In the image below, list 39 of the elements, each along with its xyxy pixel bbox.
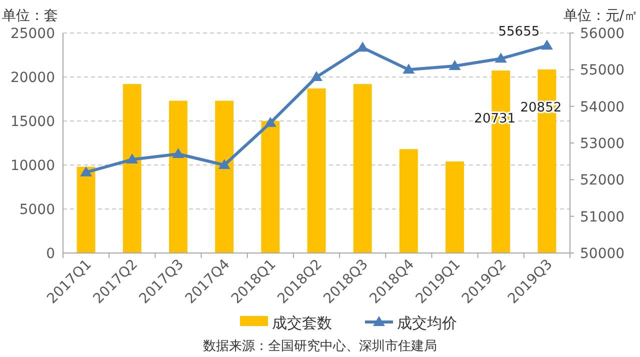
point — [448, 60, 461, 70]
source-note: 数据来源：全国研究中心、深圳市住建局 — [203, 338, 437, 354]
y2-tick-label: 55000 — [580, 62, 625, 79]
y-tick-label: 0 — [46, 246, 55, 262]
bar — [215, 100, 234, 253]
legend-label: 成交套数 — [272, 314, 332, 332]
y2-tick-label: 50000 — [580, 246, 625, 262]
point — [218, 159, 230, 169]
bar — [399, 149, 418, 253]
y-axis-title: 单位：套 — [2, 8, 58, 24]
y2-tick-label: 56000 — [580, 26, 625, 42]
point — [172, 148, 184, 158]
point — [402, 64, 415, 74]
bar — [353, 84, 372, 253]
y2-tick-label: 53000 — [580, 136, 625, 152]
y2-axis-title: 单位：元/㎡ — [563, 8, 638, 24]
y-tick-label: 10000 — [10, 158, 55, 174]
point — [80, 166, 92, 176]
point — [264, 116, 276, 127]
point — [540, 40, 553, 50]
legend-label: 成交均价 — [397, 314, 457, 332]
y2-tick-label: 51000 — [580, 209, 625, 226]
bar — [76, 166, 96, 253]
data-label: 55655 — [498, 24, 540, 40]
bar — [261, 121, 280, 253]
bar — [307, 88, 326, 253]
y-tick-label: 15000 — [10, 114, 55, 130]
y-tick-label: 25000 — [10, 26, 55, 42]
y-tick-label: 20000 — [10, 70, 55, 86]
y2-tick-label: 52000 — [580, 172, 625, 189]
y2-tick-label: 54000 — [580, 99, 625, 116]
point — [356, 42, 369, 52]
bar — [446, 161, 464, 253]
bar — [122, 84, 142, 253]
point — [126, 154, 138, 164]
point — [310, 71, 322, 81]
bar — [169, 100, 188, 253]
y-tick-label: 5000 — [19, 202, 55, 218]
point — [494, 52, 507, 63]
